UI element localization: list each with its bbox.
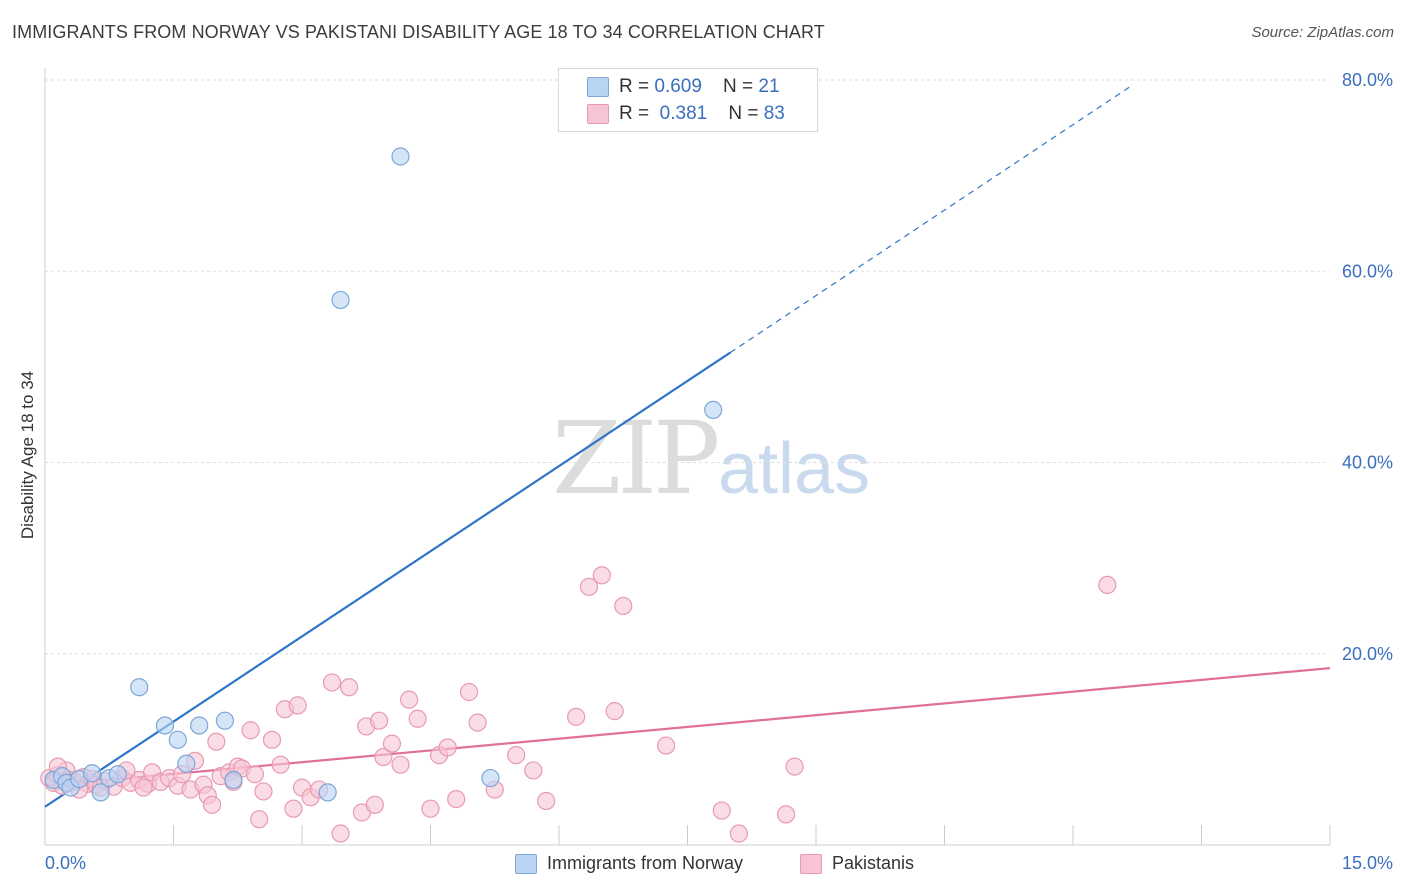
norway-point (318, 783, 337, 802)
norway-point (224, 770, 243, 790)
pakistani-point (785, 757, 804, 776)
pakistani-point (605, 702, 624, 721)
pakistani-point (262, 730, 282, 749)
labels-layer: 20.0% 40.0% 60.0% 80.0% 0.0% 15.0% (45, 70, 1393, 873)
pakistani-point (288, 696, 307, 715)
pakistani-point (271, 755, 290, 774)
pakistani-point (365, 795, 384, 814)
pakistani-point (340, 678, 359, 697)
pakistani-point (374, 747, 393, 767)
pakistani-point (447, 789, 466, 809)
pakistani-point (284, 799, 303, 818)
pakistani-point (421, 799, 440, 818)
pakistani-point (241, 721, 260, 740)
norway-point (391, 147, 410, 166)
norway-point (190, 716, 209, 735)
norway-point (331, 290, 350, 310)
pakistani-point (729, 824, 749, 843)
norway-legend-swatch (515, 854, 537, 874)
source-label: Source: ZipAtlas.com (1251, 24, 1394, 41)
n-label: N = (728, 103, 764, 124)
axis-layer (44, 68, 1331, 846)
norway-point (481, 768, 500, 788)
x-tick-label: 15.0% (1342, 853, 1393, 873)
pakistani-swatch (587, 104, 609, 124)
pakistani-point (134, 778, 153, 797)
norway-point (130, 678, 149, 697)
norway-point (168, 730, 187, 749)
pakistani-point (245, 765, 264, 784)
pakistani-point (579, 577, 599, 596)
chart-title: IMMIGRANTS FROM NORWAY VS PAKISTANI DISA… (12, 22, 825, 42)
pakistani-trend-line (44, 666, 1331, 787)
points-layer (40, 147, 1117, 843)
pakistani-point (370, 711, 389, 730)
pakistani-point (1098, 575, 1117, 595)
pakistani-point (507, 746, 526, 765)
y-tick-label: 80.0% (1342, 70, 1393, 90)
pakistani-point (592, 566, 611, 585)
pakistani-legend-label: Pakistanis (832, 853, 915, 873)
x-tick-label: 0.0% (45, 853, 86, 873)
n-value: 21 (758, 76, 780, 97)
pakistani-point (614, 596, 633, 616)
pakistani-point (567, 707, 586, 726)
pakistani-point (322, 673, 342, 692)
norway-point (108, 765, 127, 784)
pakistani-point (382, 734, 402, 753)
norway-point (155, 716, 175, 735)
pakistani-point (207, 732, 226, 751)
n-label: N = (723, 76, 759, 97)
grid-layer (45, 79, 1330, 655)
pakistani-point (712, 801, 731, 820)
pakistani-point (468, 713, 487, 732)
y-tick-label: 20.0% (1342, 644, 1393, 664)
pakistani-legend-swatch (800, 854, 822, 874)
pakistani-point (656, 736, 676, 755)
pakistani-point (254, 782, 273, 801)
r-label: R = (619, 103, 655, 124)
r-label: R = (619, 76, 655, 97)
pakistani-point (524, 761, 543, 780)
norway-legend-label: Immigrants from Norway (547, 853, 744, 873)
y-tick-label: 40.0% (1342, 453, 1393, 473)
n-value: 83 (763, 103, 785, 124)
stats-legend: R = 0.609 N = 21 R = 0.381 N = 83 (558, 68, 818, 132)
norway-trend-extension (730, 84, 1134, 354)
pakistani-point (776, 805, 796, 824)
pakistani-point (202, 795, 222, 814)
watermark-zip: ZIP (552, 400, 720, 517)
norway-point (215, 711, 234, 730)
r-value: 0.609 (654, 76, 702, 97)
r-value: 0.381 (659, 103, 708, 124)
pakistani-point (459, 682, 479, 702)
pakistani-point (408, 709, 427, 728)
norway-point (91, 783, 110, 802)
norway-point (177, 754, 196, 773)
trend-layer (44, 84, 1331, 808)
pakistani-point (331, 824, 350, 843)
pakistani-point (438, 738, 457, 757)
norway-swatch (587, 77, 609, 97)
norway-point (83, 764, 102, 783)
y-tick-label: 60.0% (1342, 261, 1393, 281)
pakistani-point (399, 690, 419, 709)
norway-point (704, 400, 723, 420)
pakistani-point (391, 755, 410, 774)
pakistani-point (537, 791, 556, 811)
pakistani-point (250, 810, 269, 829)
watermark-atlas: atlas (718, 429, 871, 509)
